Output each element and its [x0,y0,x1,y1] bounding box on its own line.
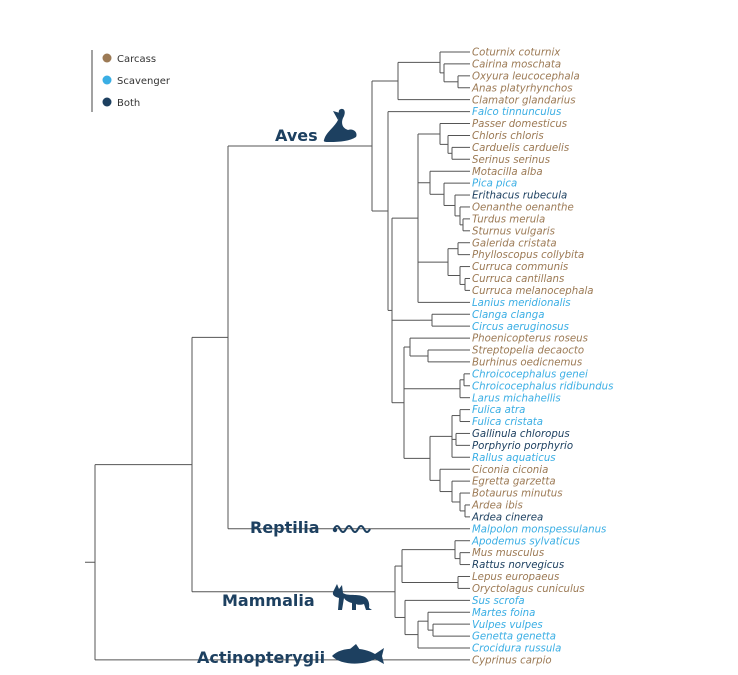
taxon-label: Apodemus sylvaticus [471,536,581,547]
taxon-label: Gallinula chloropus [472,429,570,440]
taxon-label: Rattus norvegicus [472,560,565,571]
taxon-label: Clanga clanga [472,310,544,321]
taxon-label: Burhinus oedicnemus [472,358,583,369]
taxon-label: Mus musculus [472,548,545,559]
taxon-label: Sturnus vulgaris [472,226,556,237]
taxon-label: Vulpes vulpes [472,620,543,631]
taxon-label: Oenanthe oenanthe [472,203,574,214]
taxon-label: Galerida cristata [472,238,557,249]
taxon-label: Malpolon monspessulanus [472,524,607,535]
taxon-label: Chloris chloris [472,131,544,142]
taxon-label: Coturnix coturnix [472,48,561,59]
taxon-label: Porphyrio porphyrio [472,441,573,452]
taxon-label: Curruca melanocephala [472,286,594,297]
taxon-label: Rallus aquaticus [472,453,556,464]
taxon-label: Phoenicopterus roseus [472,334,589,345]
clade-label-mammalia: Mammalia [222,591,315,610]
taxon-label: Fulica cristata [472,417,543,428]
clade-labels: Aves Reptilia Mammalia Actinopterygii [197,126,325,667]
legend-dot-both [102,97,112,107]
taxon-label: Curruca communis [472,262,569,273]
taxon-label: Botaurus minutus [472,489,563,500]
legend: Carcass Scavenger Both [91,50,171,112]
taxon-label: Cyprinus carpio [472,656,552,667]
taxon-label: Circus aeruginosus [472,322,570,333]
taxon-label: Cairina moschata [472,60,561,71]
taxon-label: Oryctolagus cuniculus [472,584,585,595]
taxon-label: Chroicocephalus genei [472,369,588,380]
taxon-label: Crocidura russula [472,644,561,655]
taxon-label: Oxyura leucocephala [472,71,580,82]
taxon-label: Falco tinnunculus [472,107,562,118]
taxon-label: Turdus merula [472,214,545,225]
taxon-label: Fulica atra [472,405,525,416]
bird-silhouette-icon [323,108,357,142]
clade-label-reptilia: Reptilia [250,518,320,537]
taxon-label: Lepus europaeus [472,572,560,583]
taxon-label: Genetta genetta [472,632,556,643]
taxon-label: Larus michahellis [472,393,561,404]
taxon-label: Anas platyrhynchos [471,83,573,94]
legend-label-carcass: Carcass [117,54,156,65]
taxon-label: Ardea cinerea [471,512,543,523]
fish-silhouette-icon [332,644,384,664]
legend-dot-carcass [102,53,112,63]
taxon-label: Erithacus rubecula [472,191,567,202]
fox-silhouette-icon [332,584,372,610]
taxon-label: Egretta garzetta [472,477,556,488]
taxon-label: Ciconia ciconia [472,465,548,476]
clade-label-actinopterygii: Actinopterygii [197,648,325,667]
taxon-label: Serinus serinus [472,155,551,166]
snake-silhouette-icon [332,525,371,533]
legend-label-scavenger: Scavenger [117,76,171,87]
legend-label-both: Both [117,98,140,109]
taxon-label: Pica pica [472,179,517,190]
taxon-label: Sus scrofa [472,596,525,607]
clade-label-aves: Aves [275,126,318,145]
taxon-label: Martes foina [472,608,535,619]
taxon-label: Chroicocephalus ridibundus [472,381,614,392]
taxon-label: Phylloscopus collybita [472,250,584,261]
legend-dot-scavenger [102,75,112,85]
taxon-label: Passer domesticus [472,119,568,130]
taxon-label: Curruca cantillans [472,274,565,285]
tree-branches [85,51,470,661]
taxon-label: Motacilla alba [472,167,543,178]
taxon-label: Streptopelia decaocto [472,346,584,357]
taxon-label: Lanius meridionalis [472,298,571,309]
taxon-label: Clamator glandarius [472,95,576,106]
taxon-label: Ardea ibis [471,501,524,512]
taxon-label: Carduelis carduelis [472,143,570,154]
